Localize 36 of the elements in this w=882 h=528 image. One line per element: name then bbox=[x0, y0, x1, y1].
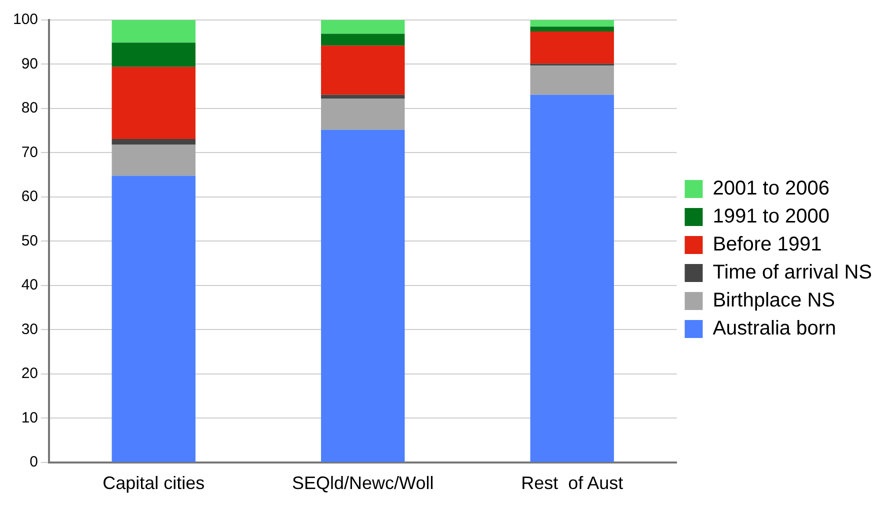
bar bbox=[321, 20, 405, 34]
y-tick-label: 40 bbox=[21, 276, 38, 294]
y-tick-label: 10 bbox=[21, 409, 38, 426]
bar bbox=[112, 139, 196, 145]
y-tick-label: 60 bbox=[21, 188, 38, 206]
bar bbox=[112, 144, 196, 176]
legend-label: 2001 to 2006 bbox=[712, 178, 830, 200]
legend-label: Australia born bbox=[712, 318, 836, 340]
y-tick-label: 0 bbox=[30, 454, 38, 471]
legend-label: Before 1991 bbox=[712, 234, 822, 256]
y-tick-label: 80 bbox=[21, 100, 38, 117]
y-tick-label: 70 bbox=[21, 144, 38, 161]
bar bbox=[530, 20, 614, 27]
x-tick-label: Capital cities bbox=[102, 473, 205, 494]
y-tick-label: 100 bbox=[12, 11, 38, 28]
x-tick-label: Rest of Aust bbox=[521, 473, 624, 494]
bar bbox=[321, 130, 405, 462]
legend-label: Time of arrival NS bbox=[712, 262, 872, 284]
bar bbox=[530, 26, 614, 32]
y-tick-label: 20 bbox=[21, 365, 38, 382]
bar bbox=[112, 42, 196, 67]
bar bbox=[530, 66, 614, 95]
y-tick-label: 30 bbox=[21, 320, 38, 338]
y-tick-label: 90 bbox=[21, 55, 38, 72]
bar bbox=[321, 98, 405, 130]
bar bbox=[321, 34, 405, 46]
bar bbox=[112, 20, 196, 43]
bar bbox=[321, 46, 405, 95]
legend-label: 1991 to 2000 bbox=[712, 206, 830, 228]
y-tick-label: 50 bbox=[21, 232, 38, 250]
bar bbox=[112, 176, 196, 462]
bar bbox=[530, 32, 614, 64]
bar bbox=[530, 94, 614, 462]
legend-label: Birthplace NS bbox=[712, 290, 835, 312]
x-tick-label: SEQld/Newc/Woll bbox=[292, 473, 434, 494]
bar bbox=[112, 66, 196, 140]
